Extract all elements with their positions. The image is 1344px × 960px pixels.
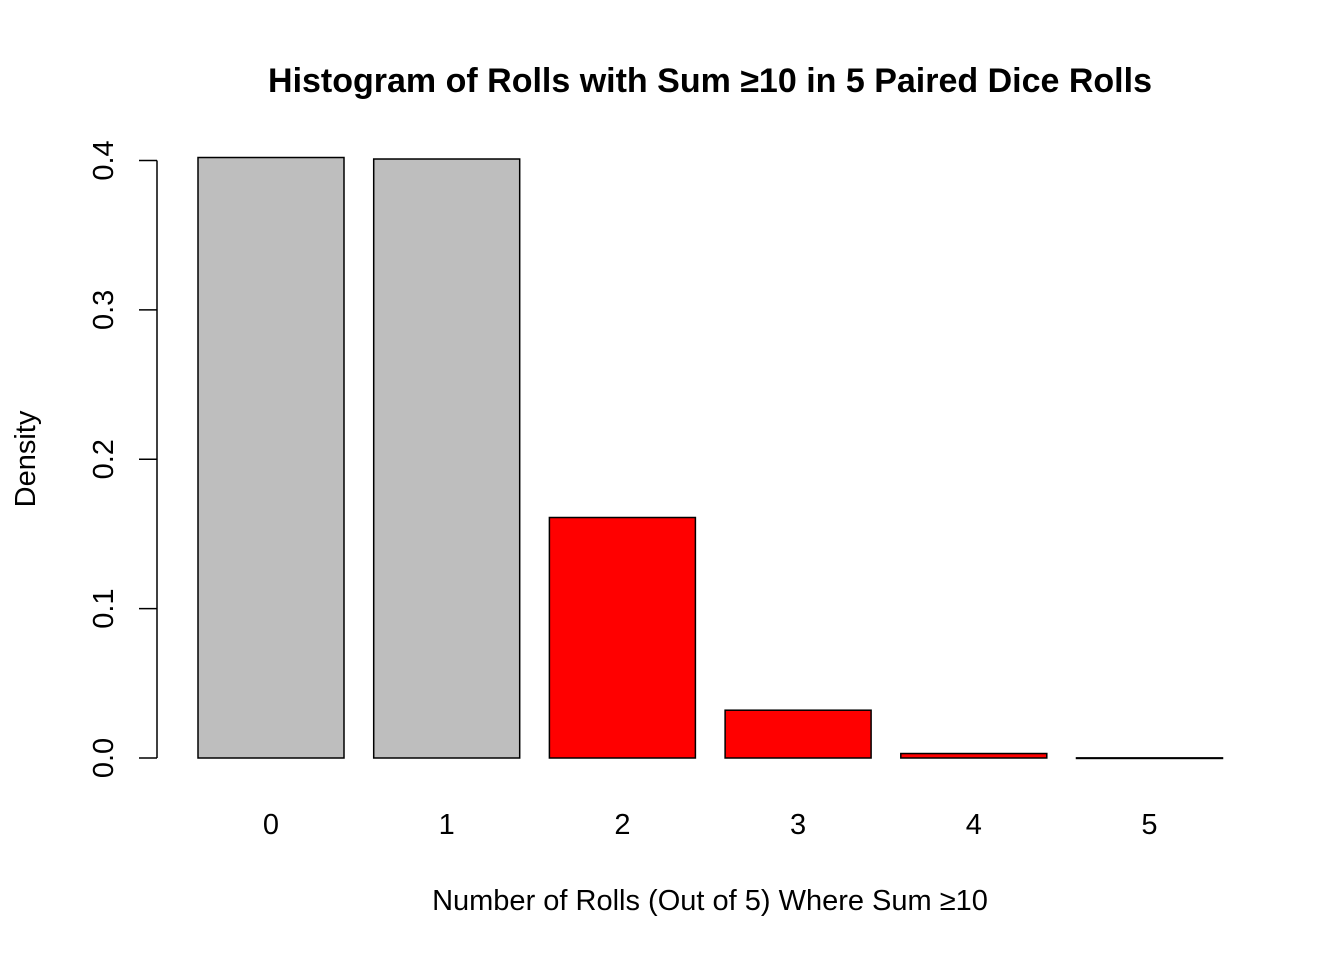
x-tick-label: 3 [790,809,806,841]
chart-title: Histogram of Rolls with Sum ≥10 in 5 Pai… [268,62,1152,100]
y-tick-label: 0.3 [88,290,120,330]
x-tick-label: 1 [439,809,455,841]
y-axis-label: Density [10,410,42,507]
bar-4 [900,752,1048,759]
x-tick-label: 4 [966,809,982,841]
y-tick-label: 0.0 [88,738,120,778]
bar-2 [548,516,697,759]
x-axis-label: Number of Rolls (Out of 5) Where Sum ≥10 [432,885,988,917]
bars-group [197,156,1224,760]
bar-5 [1075,757,1224,760]
x-tick-labels: 0 1 2 3 4 5 [263,809,1158,841]
x-tick-label: 5 [1141,809,1157,841]
bar-3 [724,709,872,759]
x-tick-label: 0 [263,809,279,841]
x-tick-label: 2 [614,809,630,841]
y-tick-label: 0.2 [88,439,120,479]
bar-0 [197,156,345,759]
bar-1 [372,158,521,759]
y-tick-label: 0.4 [88,140,120,180]
y-tick-label: 0.1 [88,588,120,628]
y-axis: 0.0 0.1 0.2 0.3 0.4 [88,140,158,778]
